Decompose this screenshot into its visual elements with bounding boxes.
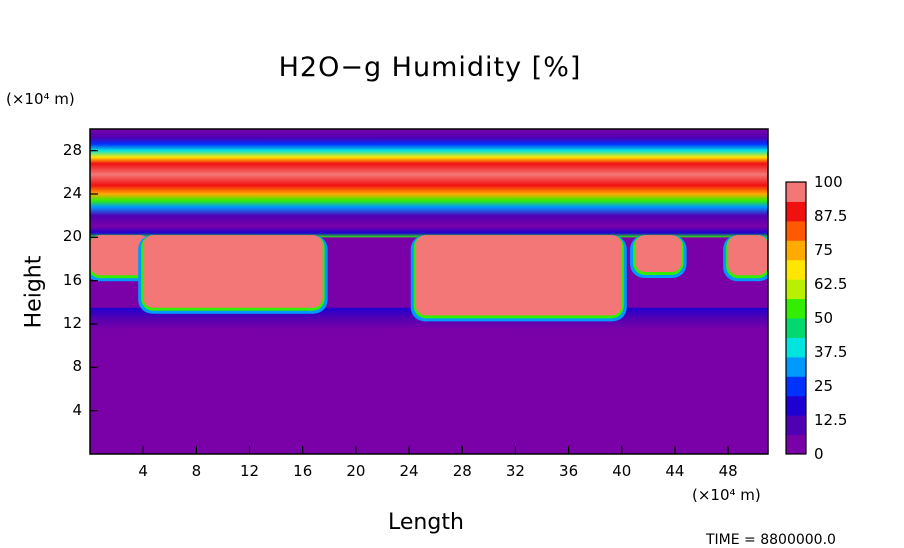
colorbar-swatch (786, 415, 806, 436)
x-tick-label: 28 (452, 462, 472, 480)
cloud-region-1 (143, 235, 323, 308)
colorbar-tick-label: 37.5 (814, 343, 848, 361)
colorbar-tick-label: 75 (814, 241, 834, 259)
x-tick-label: 36 (559, 462, 579, 480)
x-axis-unit: (×10⁴ m) (692, 486, 761, 504)
y-tick-label: 24 (62, 184, 82, 202)
colorbar-tick-label: 62.5 (814, 275, 848, 293)
plot-frame (89, 128, 769, 455)
colorbar-swatch (786, 298, 806, 319)
colorbar-tick-label: 87.5 (814, 207, 848, 225)
y-axis-unit: (×10⁴ m) (6, 90, 75, 108)
colorbar-swatch (786, 182, 806, 202)
colorbar-swatch (786, 279, 806, 300)
y-tick-label: 4 (72, 400, 82, 419)
cloud-region-2 (415, 235, 622, 316)
x-tick-label: 16 (293, 462, 313, 480)
colorbar-tick-label: 0 (814, 445, 824, 463)
colorbar-swatch (786, 220, 806, 241)
colorbar-swatch (786, 259, 806, 280)
x-tick-label: 24 (399, 462, 419, 480)
y-tick-label: 8 (72, 357, 82, 376)
cloud-region-3 (635, 235, 682, 272)
x-tick-label: 4 (138, 462, 148, 480)
colorbar-swatch (786, 201, 806, 222)
x-tick-label: 44 (665, 462, 685, 480)
colorbar-frame (785, 181, 807, 455)
colorbar-swatch (786, 318, 806, 338)
y-tick-label: 20 (62, 227, 82, 246)
cloud-region-0 (90, 235, 150, 276)
x-tick-label: 48 (718, 462, 738, 480)
x-tick-label: 32 (505, 462, 525, 480)
chart-title: H2O−g Humidity [%] (278, 52, 582, 83)
cloud-region-4 (728, 235, 768, 276)
colorbar-swatch (786, 395, 806, 416)
y-tick-label: 28 (62, 140, 82, 159)
colorbar-swatch (786, 240, 806, 261)
x-tick-label: 8 (191, 462, 202, 480)
colorbar-tick-label: 25 (814, 377, 834, 395)
colorbar-swatch (786, 376, 806, 397)
colorbar-swatch (786, 434, 806, 455)
y-tick-label: 16 (62, 270, 82, 289)
colorbar-swatch (786, 356, 806, 377)
colorbar-tick-label: 12.5 (814, 411, 848, 429)
colorbar-tick-label: 100 (814, 173, 843, 191)
upper-humidity-layer (90, 129, 768, 238)
x-tick-label: 40 (612, 462, 632, 480)
colorbar-swatch (786, 337, 806, 358)
colorbar-tick-label: 50 (814, 309, 834, 327)
x-tick-label: 20 (346, 462, 366, 480)
x-axis-label: Length (388, 510, 464, 535)
y-tick-label: 12 (62, 314, 82, 332)
x-tick-label: 12 (239, 462, 260, 480)
